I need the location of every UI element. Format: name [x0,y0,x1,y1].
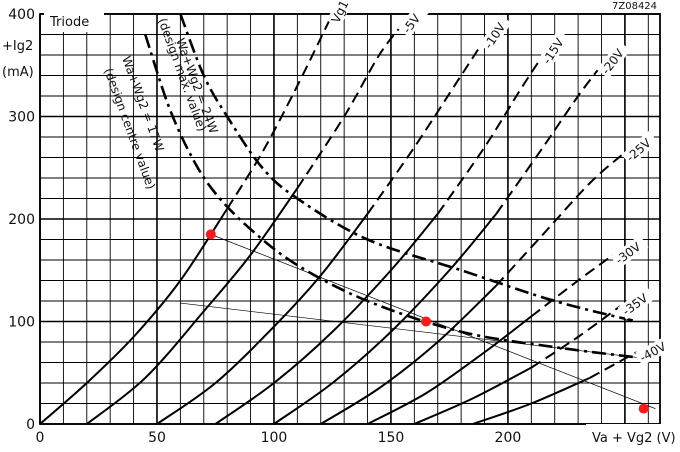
x-tick-label: 100 [261,430,288,446]
curve-solid-8 [472,376,591,425]
series-label-bg-0 [326,0,357,28]
plot-frame [39,13,661,425]
series-label-bg-2 [479,14,512,53]
curve-dashed-4 [495,64,603,215]
y-tick-label: 100 [8,315,35,331]
y-tick-label: 200 [8,212,35,228]
curve-dashed-0 [226,13,334,210]
curve-solid-6 [367,315,532,425]
y-tick-bg [6,311,36,330]
curve-solid-4 [273,213,497,425]
curve-dashed-8 [589,351,638,379]
curve-dashed-1 [296,23,404,189]
operating-point-1 [421,316,432,327]
curve-dashed-7 [530,305,621,369]
curve-solid-1 [86,187,299,425]
x-tick-label: 200 [495,430,522,446]
x-axis-label: Va + Vg2 (V) [592,431,676,446]
curve-solid-5 [320,284,497,425]
y-axis-label-line2: (mA) [2,65,34,80]
x-tick-label: 0 [36,430,45,446]
y-tick-label: 300 [8,110,35,126]
y-axis-label-line1: +Ig2 [2,39,33,54]
x-tick-label: 50 [148,430,166,446]
operating-points [205,229,649,414]
y-tick-bg [6,106,36,125]
curve-dashed-2 [366,39,486,215]
operating-point-0 [205,229,216,240]
series-label-bg-7 [617,286,656,320]
series-label-bg-8 [635,335,674,366]
operating-point-2 [638,403,649,414]
y-tick-bg [6,209,36,227]
x-tick-label: 150 [378,430,405,446]
series-label-bg-1 [397,0,432,38]
y-tick-label: 400 [8,7,35,23]
dissipation-curve-0 [179,13,637,323]
curve-solid-2 [156,213,369,425]
x-axis-label-box [586,424,680,448]
dissipation-curves [144,13,637,359]
curve-solid-7 [413,366,532,425]
chart-title: Triode [49,15,89,30]
series-label-bg-6 [610,235,649,269]
figure-id: 7Z08424 [612,1,657,12]
load-line [210,234,656,409]
curve-dashed-6 [530,254,614,318]
series-label-bg-5 [621,130,659,166]
y-tick-bg [6,4,36,22]
y-tick-bg [6,414,36,432]
series-label-bg-3 [537,29,571,69]
dissipation-curve-1 [144,34,637,359]
y-tick-label: 0 [26,417,35,433]
series-label-bg-4 [596,40,631,79]
curve-dashed-3 [436,54,544,215]
curve-solid-0 [39,208,229,425]
title-box [44,8,104,32]
